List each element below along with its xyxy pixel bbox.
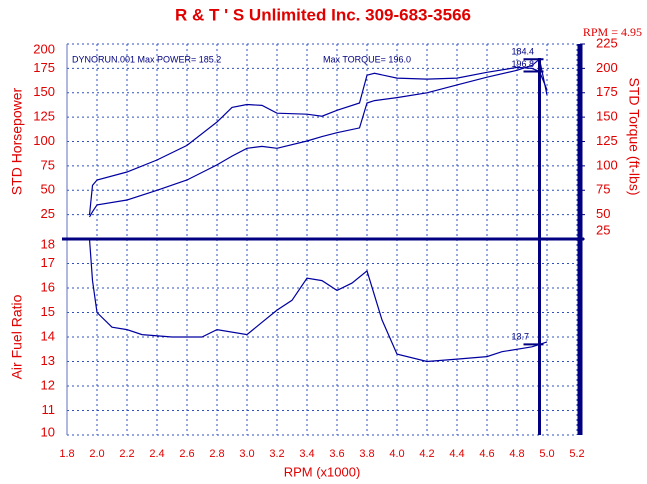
x-tick-label: 2.2 bbox=[119, 448, 134, 460]
y2-axis-label: STD Torque (ft-lbs) bbox=[626, 78, 642, 196]
y2-tick-label: 150 bbox=[596, 109, 618, 124]
y-axis-label: Air Fuel Ratio bbox=[9, 294, 25, 379]
y-tick-label: 12 bbox=[41, 377, 55, 392]
y-tick-label: 75 bbox=[41, 157, 55, 172]
y-tick-label: 17 bbox=[41, 255, 55, 270]
x-tick-label: 5.2 bbox=[569, 448, 584, 460]
cursor-value: 184.4 bbox=[512, 47, 535, 57]
x-tick-label: 2.0 bbox=[89, 448, 104, 460]
y-tick-label: 15 bbox=[41, 304, 55, 319]
y-tick-label: 125 bbox=[33, 109, 55, 124]
x-tick-label: 2.8 bbox=[209, 448, 224, 460]
x-tick-label: 5.0 bbox=[539, 448, 554, 460]
y-tick-label: 25 bbox=[41, 206, 55, 221]
x-tick-label: 3.6 bbox=[329, 448, 344, 460]
y2-tick-label: 200 bbox=[596, 60, 618, 75]
x-axis-label: RPM (x1000) bbox=[284, 464, 361, 479]
y-tick-label: 11 bbox=[42, 402, 56, 417]
x-tick-label: 2.4 bbox=[149, 448, 164, 460]
x-tick-label: 3.8 bbox=[359, 448, 374, 460]
y-axis-label: STD Horsepower bbox=[9, 87, 25, 195]
data-line bbox=[88, 58, 548, 218]
y2-tick-label: 50 bbox=[596, 206, 610, 221]
x-tick-label: 1.8 bbox=[59, 448, 74, 460]
y-tick-label: 200 bbox=[33, 41, 55, 56]
x-tick-label: 2.6 bbox=[179, 448, 194, 460]
annotation: Max TORQUE= 196.0 bbox=[323, 54, 411, 64]
y-tick-label: 150 bbox=[33, 84, 55, 99]
y-tick-label: 13 bbox=[41, 353, 55, 368]
x-tick-label: 4.0 bbox=[389, 448, 404, 460]
y-tick-label: 10 bbox=[41, 424, 55, 439]
y2-tick-label: 100 bbox=[596, 157, 618, 172]
y-tick-label: 18 bbox=[41, 236, 55, 251]
y-tick-label: 16 bbox=[41, 279, 55, 294]
data-line bbox=[88, 238, 548, 363]
y2-tick-label: 125 bbox=[596, 133, 618, 148]
x-tick-label: 4.8 bbox=[509, 448, 524, 460]
cursor-label: RPM = 4.95 bbox=[583, 25, 642, 39]
y2-tick-label: 175 bbox=[596, 84, 618, 99]
annotation: DYNORUN.001 Max POWER= 185.2 bbox=[72, 54, 221, 64]
x-tick-label: 4.2 bbox=[419, 448, 434, 460]
y-tick-label: 14 bbox=[41, 328, 55, 343]
x-tick-label: 4.6 bbox=[479, 448, 494, 460]
x-tick-label: 3.0 bbox=[239, 448, 254, 460]
y-tick-label: 50 bbox=[41, 182, 55, 197]
cursor-value: 196.8 bbox=[512, 59, 535, 69]
y-tick-label: 100 bbox=[33, 133, 55, 148]
x-tick-label: 4.4 bbox=[449, 448, 464, 460]
y2-tick-label: 25 bbox=[596, 222, 610, 237]
y-tick-label: 175 bbox=[33, 60, 55, 75]
y2-tick-label: 75 bbox=[596, 182, 610, 197]
x-tick-label: 3.4 bbox=[299, 448, 314, 460]
cursor-value: 13.7 bbox=[512, 332, 530, 342]
data-line bbox=[88, 66, 548, 216]
y2-tick-label: 225 bbox=[596, 35, 618, 50]
x-tick-label: 3.2 bbox=[269, 448, 284, 460]
chart-title: R & T ' S Unlimited Inc. 309-683-3566 bbox=[175, 5, 471, 24]
